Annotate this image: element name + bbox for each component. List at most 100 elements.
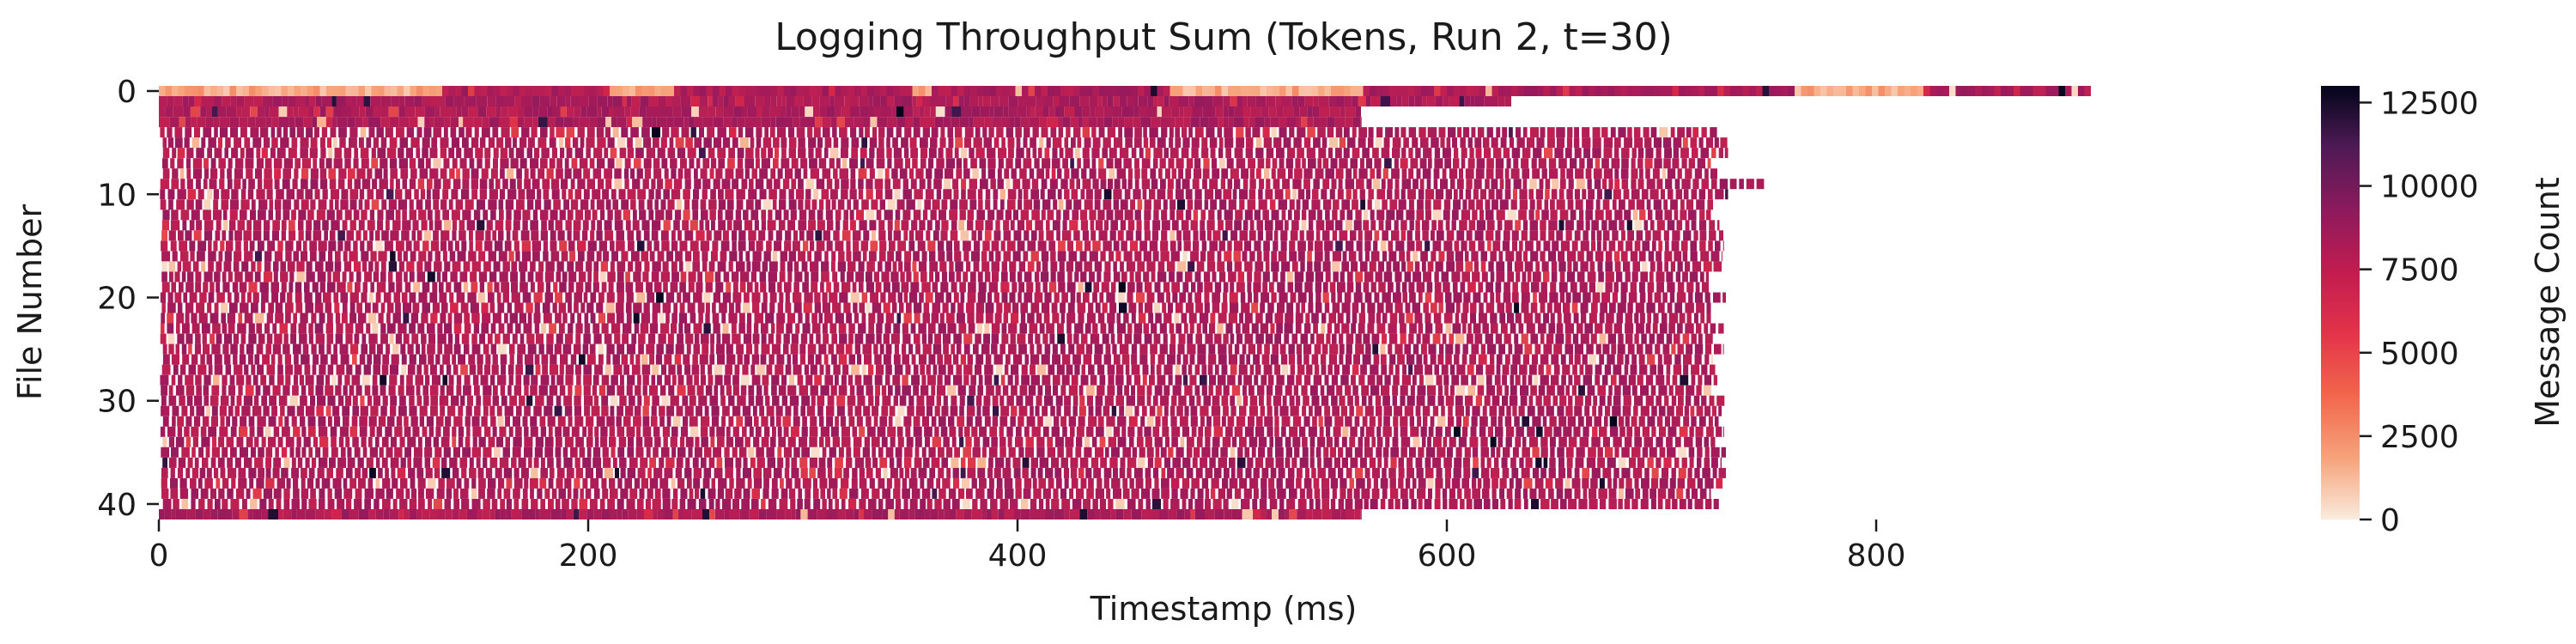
heat-cell <box>1352 199 1358 210</box>
heat-cell <box>1643 127 1649 138</box>
heat-cell <box>1199 313 1209 324</box>
heat-cell <box>1636 323 1644 334</box>
heat-cell <box>1723 86 1730 97</box>
heat-cell <box>365 86 372 97</box>
heat-cell <box>1099 292 1104 303</box>
heat-cell <box>1175 127 1181 138</box>
heat-cell <box>348 168 355 179</box>
heat-cell <box>1271 210 1279 221</box>
heat-cell <box>1593 168 1602 179</box>
heat-cell <box>379 179 388 190</box>
heat-cell <box>600 210 605 221</box>
heat-cell <box>409 158 416 169</box>
heat-cell <box>611 251 618 262</box>
heat-cell <box>533 313 541 324</box>
heat-cell <box>182 354 190 365</box>
heat-cell <box>160 199 167 210</box>
heat-cell <box>785 168 793 179</box>
heat-cell <box>652 127 660 138</box>
heat-cell <box>570 179 575 190</box>
heat-cell <box>1278 251 1287 262</box>
heat-cell <box>641 251 649 262</box>
heat-cell <box>483 261 491 272</box>
heat-cell <box>1041 179 1048 190</box>
heat-cell <box>1659 127 1668 138</box>
heat-cell <box>257 261 262 272</box>
heat-cell <box>375 230 380 241</box>
heat-cell <box>1485 179 1490 190</box>
heat-cell <box>1012 354 1023 365</box>
heat-cell <box>1019 323 1027 334</box>
heat-cell <box>1674 179 1680 190</box>
heat-cell <box>1105 86 1112 97</box>
heat-cell <box>1358 230 1363 241</box>
heat-cell <box>723 117 732 128</box>
heat-cell <box>1522 271 1527 283</box>
heat-cell <box>165 86 172 97</box>
heat-cell <box>500 168 505 179</box>
heat-cell <box>1566 137 1573 149</box>
heat-cell <box>1184 323 1188 334</box>
heat-cell <box>769 282 776 293</box>
heat-cell <box>1296 302 1300 313</box>
heat-cell <box>894 96 902 107</box>
heat-cell <box>1311 86 1318 97</box>
heat-cell <box>228 230 234 241</box>
heat-cell <box>519 261 528 272</box>
heat-cell <box>1496 261 1505 272</box>
heat-cell <box>761 117 771 128</box>
heat-cell <box>790 343 799 355</box>
heat-cell <box>712 96 719 107</box>
heat-cell <box>1182 282 1189 293</box>
heat-cell <box>876 158 885 169</box>
heat-cell <box>610 86 617 97</box>
heat-cell <box>1168 158 1175 169</box>
heat-cell <box>1030 354 1040 365</box>
heat-cell <box>1050 261 1058 272</box>
heat-cell <box>949 261 954 272</box>
heat-cell <box>239 117 248 128</box>
heat-cell <box>313 220 321 231</box>
heat-cell <box>1037 240 1047 252</box>
heat-cell <box>750 210 759 221</box>
heat-cell <box>1642 240 1650 252</box>
heat-cell <box>1358 251 1363 262</box>
heat-cell <box>887 199 896 210</box>
heat-cell <box>1047 117 1058 128</box>
heat-cell <box>862 343 872 355</box>
heat-cell <box>1645 343 1653 355</box>
heat-cell <box>833 137 839 149</box>
heat-cell <box>295 282 302 293</box>
heat-cell <box>733 106 742 118</box>
heat-cell <box>864 354 872 365</box>
heat-cell <box>694 179 702 190</box>
heat-cell <box>999 96 1009 107</box>
heat-cell <box>703 292 711 303</box>
heat-cell <box>1516 271 1521 283</box>
heat-cell <box>624 179 629 190</box>
heat-cell <box>1396 210 1404 221</box>
heat-cell <box>1656 282 1664 293</box>
heat-cell <box>1158 168 1163 179</box>
heat-cell <box>234 230 242 241</box>
heat-cell <box>1304 96 1314 107</box>
heat-cell <box>1261 354 1270 365</box>
heat-cell <box>415 106 425 118</box>
heat-cell <box>546 168 554 179</box>
heat-cell <box>958 323 967 334</box>
heat-cell <box>203 210 211 221</box>
heat-cell <box>542 302 550 313</box>
heat-cell <box>1131 343 1138 355</box>
heat-cell <box>440 230 450 241</box>
heat-cell <box>604 148 609 159</box>
heat-cell <box>641 354 648 365</box>
heat-cell <box>1394 158 1399 169</box>
heat-cell <box>1691 189 1698 200</box>
heat-cell <box>289 230 296 241</box>
heat-cell <box>1335 96 1345 107</box>
heat-cell <box>281 220 287 231</box>
heat-cell <box>1472 271 1480 283</box>
heat-cell <box>753 323 759 334</box>
heat-cell <box>1388 240 1394 252</box>
heat-cell <box>1289 240 1296 252</box>
